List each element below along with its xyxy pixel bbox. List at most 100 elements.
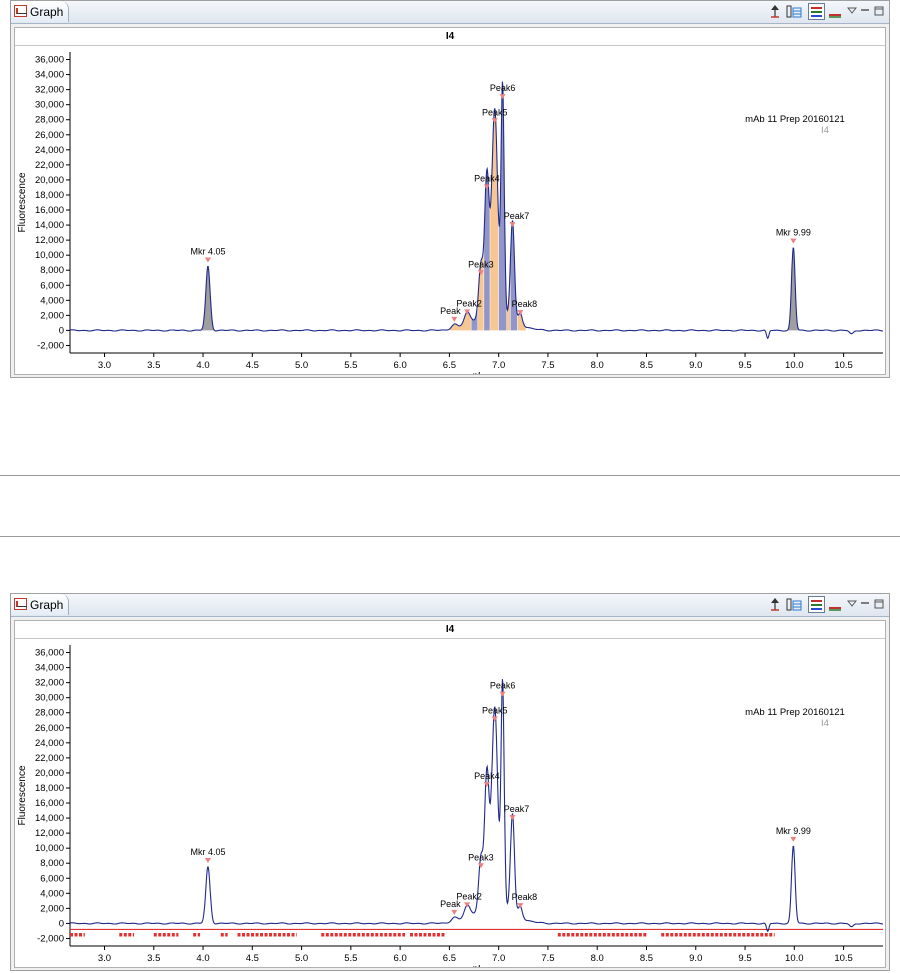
x-tick-label: 8.0 (591, 953, 604, 964)
title-divider (15, 45, 885, 46)
y-tick-label: 14,000 (35, 813, 64, 824)
peak-label: Mkr 9.99 (776, 228, 811, 238)
y-tick-label: 22,000 (35, 160, 64, 171)
x-tick-label: 3.5 (147, 360, 160, 371)
y-tick-label: 16,000 (35, 798, 64, 809)
x-tick-label: 7.5 (541, 953, 554, 964)
peak-label: Mkr 9.99 (776, 826, 811, 836)
restore-icon[interactable] (860, 3, 870, 20)
legend-sample: mAb 11 Prep 20160121 (745, 707, 845, 718)
x-tick-label: 7.0 (492, 953, 505, 964)
peak-marker (517, 903, 524, 909)
y-tick-label: 8,000 (40, 265, 64, 276)
chart-title: I4 (445, 624, 455, 635)
peak-label: Mkr 4.05 (190, 246, 225, 256)
peak-label: Peak7 (504, 211, 530, 221)
legend-icon[interactable] (808, 596, 825, 613)
pin-icon[interactable] (768, 3, 782, 20)
x-tick-label: 10.5 (834, 953, 853, 964)
x-axis-label: pI (472, 964, 480, 967)
y-tick-label: 28,000 (35, 708, 64, 719)
y-tick-label: 24,000 (35, 738, 64, 749)
y-axis-label: Fluorescence (17, 765, 28, 825)
x-tick-label: 8.5 (640, 360, 653, 371)
peak-area (490, 108, 499, 331)
x-tick-label: 7.0 (492, 360, 505, 371)
electropherogram-plot[interactable]: -2,000 0 2,000 4,000 6,000 8,000 10,000 12,000 1… (15, 48, 885, 374)
peak-area (471, 303, 478, 331)
x-tick-label: 4.0 (196, 953, 209, 964)
panel-tabbar: Graph (11, 594, 889, 617)
minimize-icon[interactable] (828, 596, 842, 613)
peak-marker (451, 909, 458, 915)
peak-label: Peak2 (456, 891, 482, 901)
pin-icon[interactable] (768, 596, 782, 613)
peak-label: Peak6 (490, 681, 516, 691)
legend-icon[interactable] (808, 3, 825, 20)
x-tick-label: 4.5 (246, 953, 259, 964)
legend-sample: mAb 11 Prep 20160121 (745, 114, 845, 125)
peak-label: Peak4 (474, 173, 500, 183)
x-tick-label: 9.0 (689, 953, 702, 964)
y-tick-label: 2,000 (40, 903, 64, 914)
peak-marker (464, 902, 471, 908)
y-tick-label: 32,000 (35, 678, 64, 689)
peak-label: Mkr 4.05 (190, 847, 225, 857)
y-tick-label: 30,000 (35, 693, 64, 704)
x-tick-label: 10.0 (785, 360, 804, 371)
y-tick-label: 20,000 (35, 768, 64, 779)
chart-area: I4 -2,000 0 2,000 4,000 6,000 8,000 10,000 12,0… (14, 27, 886, 375)
x-tick-label: 9.5 (738, 360, 751, 371)
signal-trace (70, 679, 883, 933)
x-tick-label: 3.0 (98, 953, 111, 964)
y-tick-label: 2,000 (40, 310, 64, 321)
plot-group: -2,000 0 2,000 4,000 6,000 8,000 10,000 12,000 1… (17, 645, 883, 967)
peak-label: Peak (440, 306, 461, 316)
x-tick-label: 3.5 (147, 953, 160, 964)
maximize-icon[interactable] (873, 3, 885, 20)
y-tick-label: 12,000 (35, 828, 64, 839)
peak-area (517, 313, 526, 331)
y-tick-label: 6,000 (40, 873, 64, 884)
view-menu-icon[interactable] (846, 596, 858, 613)
x-tick-label: 9.0 (689, 360, 702, 371)
y-tick-label: -2,000 (37, 340, 64, 351)
y-tick-label: 18,000 (35, 783, 64, 794)
x-tick-label: 4.5 (246, 360, 259, 371)
graph-tab-label: Graph (30, 5, 64, 19)
peak-label: Peak2 (456, 298, 482, 308)
peak-area (510, 220, 518, 331)
peak-marker (483, 781, 490, 787)
peak-marker (477, 270, 484, 276)
minimize-icon[interactable] (828, 3, 842, 20)
restore-icon[interactable] (860, 596, 870, 613)
maximize-icon[interactable] (873, 596, 885, 613)
peak-table-icon[interactable] (786, 596, 802, 613)
x-tick-label: 6.5 (443, 953, 456, 964)
y-tick-label: 26,000 (35, 130, 64, 141)
peak-marker (499, 691, 506, 697)
chart-title: I4 (445, 31, 455, 42)
x-tick-label: 6.0 (394, 360, 407, 371)
x-tick-label: 3.0 (98, 360, 111, 371)
y-tick-label: 22,000 (35, 753, 64, 764)
peak-label: Peak6 (490, 83, 516, 93)
y-tick-label: 36,000 (35, 55, 64, 66)
peak-marker (477, 863, 484, 869)
graph-tab[interactable]: Graph (11, 1, 69, 22)
graph-tab[interactable]: Graph (11, 594, 69, 615)
view-menu-icon[interactable] (846, 3, 858, 20)
graph-icon (14, 598, 27, 610)
electropherogram-plot[interactable]: -2,000 0 2,000 4,000 6,000 8,000 10,000 12,000 1… (15, 641, 885, 967)
y-tick-label: 20,000 (35, 175, 64, 186)
separator-line (0, 536, 900, 537)
peak-marker (483, 184, 490, 190)
peak-area (484, 168, 490, 331)
peak-marker (491, 118, 498, 124)
peak-table-icon[interactable] (786, 3, 802, 20)
peak-label: Peak4 (474, 771, 500, 781)
x-tick-label: 5.5 (344, 953, 357, 964)
data-group (70, 679, 883, 937)
peak-marker (790, 238, 797, 244)
peak-label: Peak5 (482, 706, 508, 716)
